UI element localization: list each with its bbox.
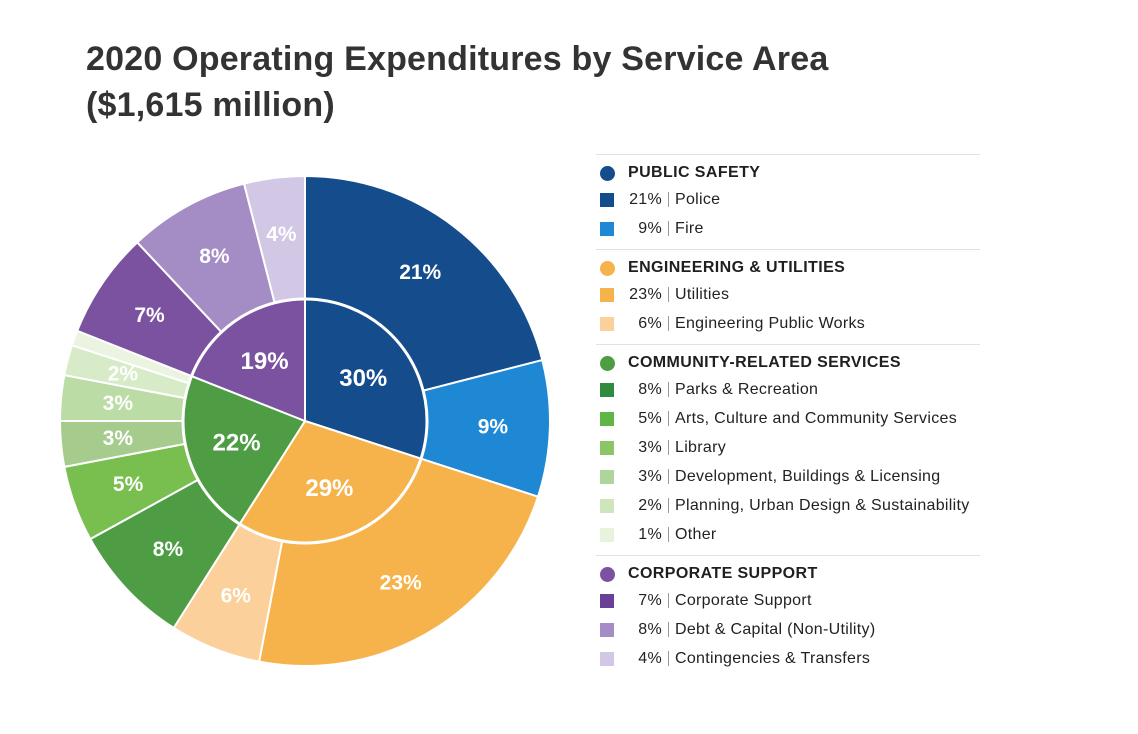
- outer-label-8: 2%: [108, 363, 139, 386]
- legend-swatch-icon: [600, 527, 614, 542]
- legend-item: 8% Parks & Recreation: [596, 375, 980, 404]
- legend-item-percent: 9%: [626, 221, 669, 237]
- legend-item-label: Fire: [675, 219, 704, 237]
- inner-label-3: 19%: [241, 348, 289, 375]
- legend-item-label: Parks & Recreation: [675, 380, 819, 398]
- legend-item: 4% Contingencies & Transfers: [596, 644, 980, 673]
- legend-swatch-icon: [600, 469, 614, 484]
- ring-divider: [181, 297, 429, 545]
- legend-group-dot-icon: [600, 165, 615, 181]
- outer-label-11: 8%: [199, 245, 230, 268]
- legend-item-percent: 1%: [626, 527, 669, 543]
- legend-item-label: Other: [675, 525, 717, 543]
- legend-group-dot-icon: [600, 566, 615, 582]
- outer-label-7: 3%: [103, 392, 134, 415]
- legend-group-header: CORPORATE SUPPORT: [596, 562, 980, 586]
- legend-item-label: Library: [675, 438, 727, 456]
- legend-swatch-icon: [600, 316, 614, 331]
- outer-label-10: 7%: [134, 304, 165, 327]
- legend-group-dot-icon: [600, 260, 615, 276]
- legend-group-header: ENGINEERING & UTILITIES: [596, 256, 980, 280]
- legend-swatch-icon: [600, 498, 614, 513]
- legend-item: 3% Development, Buildings & Licensing: [596, 462, 980, 491]
- title-line-2: ($1,615 million): [86, 86, 335, 124]
- legend-item-label: Police: [675, 190, 721, 208]
- legend-item-label: Arts, Culture and Community Services: [675, 409, 958, 427]
- outer-label-6: 3%: [103, 427, 134, 450]
- inner-label-2: 22%: [213, 430, 261, 457]
- legend-group-name: CORPORATE SUPPORT: [628, 565, 818, 582]
- legend-group-name: PUBLIC SAFETY: [628, 164, 761, 181]
- legend-item-percent: 2%: [626, 498, 669, 514]
- legend-item: 23% Utilities: [596, 280, 980, 309]
- legend-swatch-icon: [600, 440, 614, 455]
- legend-item-percent: 5%: [626, 411, 669, 427]
- legend-item-percent: 21%: [626, 192, 669, 208]
- legend: PUBLIC SAFETY 21% Police 9% Fire ENGINEERING …: [596, 154, 980, 679]
- outer-label-5: 5%: [113, 473, 144, 496]
- legend-swatch-icon: [600, 593, 614, 608]
- legend-item: 2% Planning, Urban Design & Sustainabilit…: [596, 491, 980, 520]
- inner-label-1: 29%: [305, 475, 353, 502]
- donut-chart: 21% 9% 23% 6% 8% 5% 3% 3% 2% 7% 8% 4% 30% 29% 22% 19%: [58, 174, 551, 667]
- legend-item-percent: 23%: [626, 287, 669, 303]
- legend-swatch-icon: [600, 221, 614, 236]
- legend-item-percent: 4%: [626, 651, 669, 667]
- legend-item-label: Debt & Capital (Non-Utility): [675, 620, 876, 638]
- legend-group-dot-icon: [600, 355, 615, 371]
- outer-label-12: 4%: [266, 223, 297, 246]
- legend-item: 3% Library: [596, 433, 980, 462]
- legend-group: PUBLIC SAFETY 21% Police 9% Fire: [596, 154, 980, 249]
- legend-item-label: Planning, Urban Design & Sustainability: [675, 496, 970, 514]
- legend-item: 21% Police: [596, 185, 980, 214]
- legend-item-percent: 7%: [626, 593, 669, 609]
- legend-item: 1% Other: [596, 520, 980, 549]
- legend-item-percent: 6%: [626, 316, 669, 332]
- legend-group-name: ENGINEERING & UTILITIES: [628, 259, 846, 276]
- legend-swatch-icon: [600, 192, 614, 207]
- legend-item-percent: 3%: [626, 440, 669, 456]
- legend-item: 8% Debt & Capital (Non-Utility): [596, 615, 980, 644]
- legend-item-label: Engineering Public Works: [675, 314, 866, 332]
- legend-group-name: COMMUNITY-RELATED SERVICES: [628, 354, 901, 371]
- outer-label-0: 21%: [399, 261, 441, 284]
- inner-label-0: 30%: [339, 365, 387, 392]
- legend-item-percent: 8%: [626, 382, 669, 398]
- legend-group: COMMUNITY-RELATED SERVICES 8% Parks & Recr…: [596, 344, 980, 555]
- legend-swatch-icon: [600, 287, 614, 302]
- legend-item: 5% Arts, Culture and Community Services: [596, 404, 980, 433]
- legend-item-percent: 3%: [626, 469, 669, 485]
- legend-swatch-icon: [600, 622, 614, 637]
- outer-label-2: 23%: [380, 571, 422, 594]
- legend-item-label: Development, Buildings & Licensing: [675, 467, 941, 485]
- legend-swatch-icon: [600, 651, 614, 666]
- outer-label-1: 9%: [478, 415, 509, 438]
- legend-item-label: Contingencies & Transfers: [675, 649, 871, 667]
- legend-item-label: Corporate Support: [675, 591, 812, 609]
- legend-group-header: PUBLIC SAFETY: [596, 161, 980, 185]
- outer-label-3: 6%: [221, 584, 252, 607]
- legend-item: 9% Fire: [596, 214, 980, 243]
- chart-title: 2020 Operating Expenditures by Service A…: [86, 36, 828, 128]
- legend-item-percent: 8%: [626, 622, 669, 638]
- legend-item-label: Utilities: [675, 285, 730, 303]
- legend-swatch-icon: [600, 411, 614, 426]
- legend-group: ENGINEERING & UTILITIES 23% Utilities 6% Eng…: [596, 249, 980, 344]
- legend-group: CORPORATE SUPPORT 7% Corporate Support 8% De…: [596, 555, 980, 679]
- title-line-1: 2020 Operating Expenditures by Service A…: [86, 40, 829, 78]
- legend-item: 7% Corporate Support: [596, 586, 980, 615]
- legend-group-header: COMMUNITY-RELATED SERVICES: [596, 351, 980, 375]
- legend-item: 6% Engineering Public Works: [596, 309, 980, 338]
- outer-label-4: 8%: [153, 538, 184, 561]
- legend-swatch-icon: [600, 382, 614, 397]
